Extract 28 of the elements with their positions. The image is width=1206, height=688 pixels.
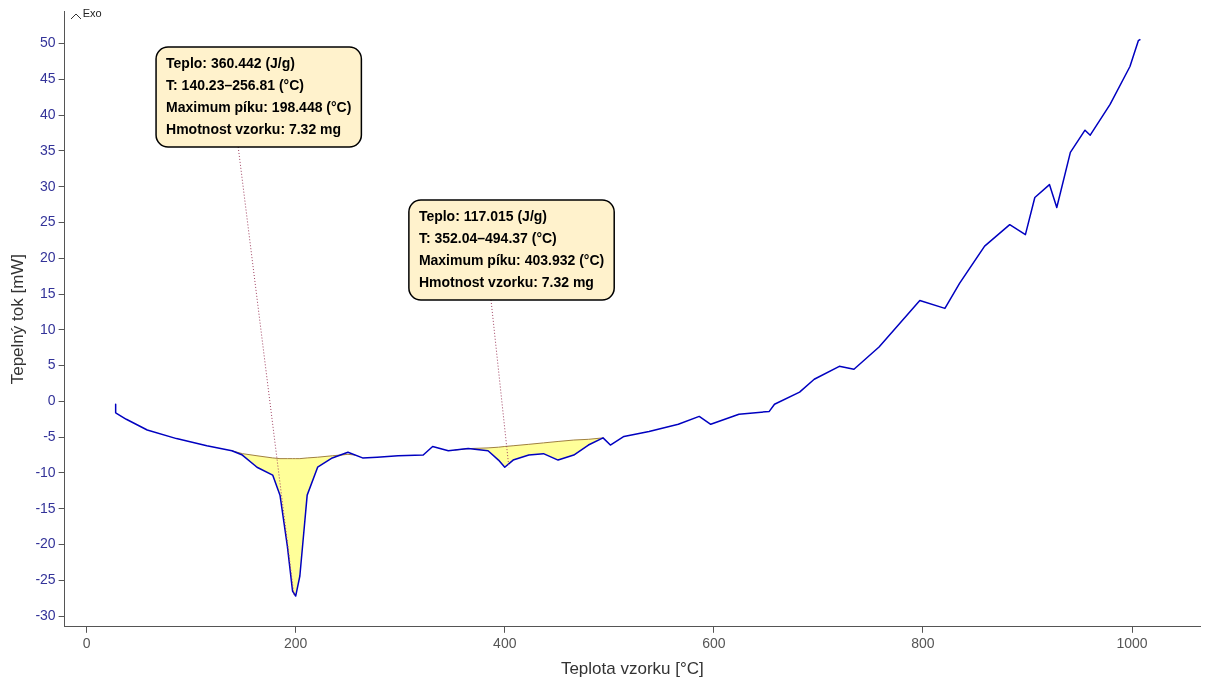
y-tick-label: 35 (40, 141, 56, 158)
x-axis-title: Teplota vzorku [°C] (560, 659, 704, 679)
y-tick-label: 25 (40, 213, 56, 230)
y-tick-label: 0 (47, 392, 56, 409)
y-tick-label: -5 (43, 428, 56, 445)
x-tick-label: 0 (82, 635, 91, 652)
y-tick-label: 45 (40, 70, 56, 87)
x-tick-label: 800 (911, 635, 935, 652)
y-tick-label: -10 (35, 463, 56, 480)
y-tick-label: -15 (35, 499, 56, 516)
y-tick-label: 30 (40, 177, 56, 194)
y-tick-label: 50 (40, 34, 56, 51)
y-tick-label: 5 (47, 356, 56, 373)
x-tick-label: 400 (493, 635, 517, 652)
y-tick-label: 40 (40, 106, 56, 123)
x-tick-label: 600 (702, 635, 726, 652)
annotation: Teplo: 360.442 (J/g) T: 140.23–256.81 (°C) Maximum píku: 198.448 (°C) Hmotnost vzorku: 7.32 mg (166, 54, 352, 137)
y-tick-label: 20 (40, 249, 56, 266)
y-tick-label: 15 (40, 284, 56, 301)
y-tick-label: -20 (35, 535, 56, 552)
annotation: Exo (82, 7, 102, 20)
annotation: Teplo: 117.015 (J/g) T: 352.04–494.37 (°C) Maximum píku: 403.932 (°C) Hmotnost vzorku: 7.32 mg (418, 207, 605, 290)
y-tick-label: -25 (35, 571, 56, 588)
x-tick-label: 200 (284, 635, 308, 652)
y-axis-title: Tepelný tok [mW] (7, 253, 27, 385)
y-tick-label: 10 (40, 320, 56, 337)
y-tick-label: -30 (35, 606, 56, 623)
x-tick-label: 1000 (1116, 635, 1148, 652)
